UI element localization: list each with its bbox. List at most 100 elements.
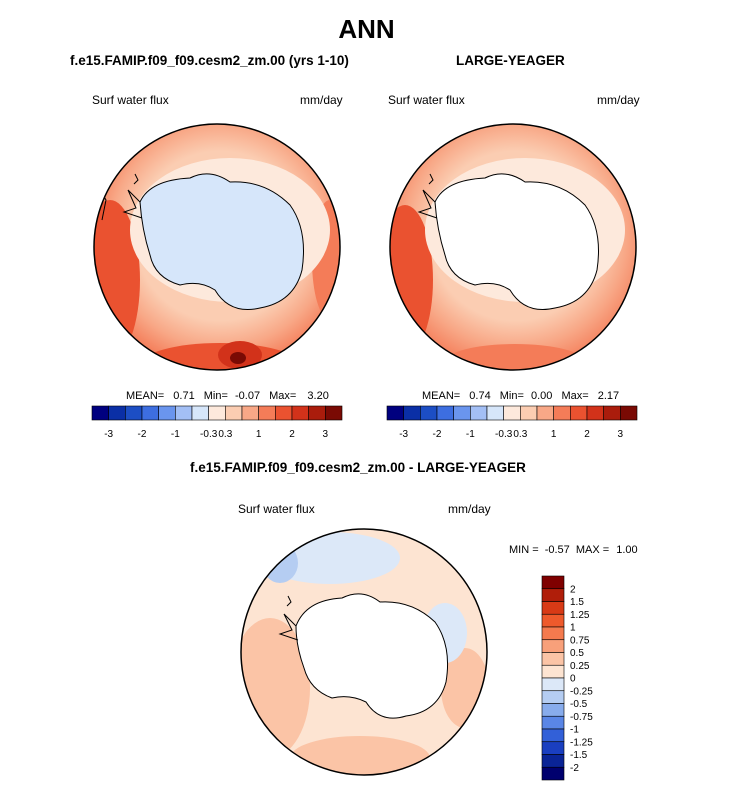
panel3-colorbar-tick-label: 1.5 — [570, 597, 584, 608]
panel3-map-border — [240, 528, 488, 776]
panel2-colorbar-tick-label: 2 — [584, 429, 590, 440]
panel1-colorbar-box — [91, 405, 109, 421]
panel3-colorbar-box — [541, 715, 565, 730]
panel2-colorbar-box — [420, 405, 438, 421]
panel1-colorbar-box — [275, 405, 293, 421]
panel3-colorbar-tick-label: 0.5 — [570, 648, 584, 659]
panel3-colorbar-tick-label: 0 — [570, 674, 576, 685]
panel1-min-label: Min= — [203, 390, 228, 402]
panel1-colorbar-tick-label: -2 — [138, 429, 147, 440]
panel2-variable-label: Surf water flux — [388, 93, 465, 107]
panel1-colorbar-box — [191, 405, 209, 421]
panel2-case-title: LARGE-YEAGER — [456, 53, 565, 68]
panel2-colorbar-box — [470, 405, 488, 421]
panel3-colorbar-box — [541, 652, 565, 666]
panel2-colorbar-box — [503, 405, 521, 421]
panel1-map — [93, 123, 341, 371]
panel2-max-label: Max= — [561, 390, 589, 402]
panel3-colorbar-box — [541, 677, 565, 692]
panel3-colorbar-tick-label: -0.25 — [570, 686, 593, 697]
panel3-colorbar-box — [541, 703, 565, 717]
panel2-colorbar-box — [436, 405, 454, 421]
panel3-min-value: -0.57 — [544, 544, 570, 556]
panel3-colorbar-box — [541, 741, 565, 755]
panel2-colorbar-box — [586, 405, 604, 421]
page-title: ANN — [338, 14, 395, 44]
panel3-map — [240, 528, 488, 776]
panel2-high-region-south — [445, 344, 585, 370]
panel3-colorbar-tick-label: 0.25 — [570, 661, 590, 672]
panel2-colorbar-box — [620, 405, 638, 421]
panel1-colorbar-box — [325, 405, 343, 421]
panel1-colorbar: -3 -2 -1 -0.3 0.3 1 2 3 — [91, 405, 343, 440]
panel2-colorbar-box — [520, 405, 538, 421]
panel1-mean-label: MEAN= — [126, 390, 165, 402]
panel3-colorbar-tick-label: 1 — [570, 623, 576, 634]
panel3-colorbar-tick-label: -2 — [570, 763, 579, 774]
panel3-colorbar-tick-label: -0.5 — [570, 699, 588, 710]
panel2-colorbar-box — [403, 405, 421, 421]
panel1-case-title: f.e15.FAMIP.f09_f09.cesm2_zm.00 (yrs 1-1… — [70, 53, 349, 68]
panel3-min-label: MIN = — [509, 544, 539, 556]
panel1-colorbar-box — [125, 405, 143, 421]
panel1-peninsula — [122, 189, 143, 219]
panel2-colorbar-box — [536, 405, 554, 421]
panel3-colorbar-tick-label: -1 — [570, 725, 579, 736]
panel1-max-core — [230, 352, 246, 364]
panel1-antarctica — [139, 173, 304, 310]
panel1-min-value: -0.07 — [234, 390, 261, 402]
panel1-variable-label: Surf water flux — [92, 93, 169, 107]
panel1-colorbar-box — [225, 405, 243, 421]
panel3-colorbar-box — [541, 588, 565, 602]
panel2-colorbar: -3 -2 -1 -0.3 0.3 1 2 3 — [386, 405, 638, 440]
panel3-colorbar-tick-label: 1.25 — [570, 610, 590, 621]
panel2-mean-value: 0.74 — [469, 390, 491, 402]
panel1-colorbar-box — [175, 405, 193, 421]
panel2-map-border — [389, 123, 637, 371]
panel3-units-label: mm/day — [448, 502, 491, 516]
panel3-colorbar-tick-label: -0.75 — [570, 712, 593, 723]
panel1-colorbar-tick-label: 0.3 — [218, 429, 232, 440]
panel2-max-value: 2.17 — [597, 390, 620, 402]
panel3-colorbar-tick-label: 2 — [570, 584, 576, 595]
panel1-colorbar-box — [158, 405, 176, 421]
panel1-stats: MEAN= 0.71 Min= -0.07 Max= 3.20 — [126, 390, 329, 402]
panel1-mean-value: 0.71 — [173, 390, 195, 402]
panel2-colorbar-tick-label: 3 — [618, 429, 624, 440]
panel1-colorbar-tick-label: -3 — [104, 429, 113, 440]
panel3-colorbar-tick-label: 0.75 — [570, 635, 590, 646]
panel3-colorbar-tick-label: -1.5 — [570, 750, 588, 761]
panel3-peninsula — [278, 613, 299, 641]
panel3-colorbar-box — [541, 601, 565, 615]
panel2-coastline-tip — [428, 173, 434, 185]
panel3-colorbar-box — [541, 575, 565, 590]
panel1-colorbar-box — [108, 405, 126, 421]
panel1-colorbar-tick-label: 1 — [256, 429, 262, 440]
panel2-units-label: mm/day — [597, 93, 640, 107]
panel2-colorbar-tick-label: -1 — [466, 429, 475, 440]
panel3-max-value: 1.00 — [616, 544, 638, 556]
panel1-colorbar-tick-label: 3 — [323, 429, 329, 440]
panel1-colorbar-tick-label: 2 — [289, 429, 295, 440]
panel3-colorbar-box — [541, 664, 565, 679]
panel3-colorbar-tick-label: -1.25 — [570, 737, 593, 748]
panel1-colorbar-box — [141, 405, 159, 421]
panel1-colorbar-tick-label: -1 — [171, 429, 180, 440]
panel2-colorbar-box — [570, 405, 588, 421]
panel3-colorbar-box — [541, 690, 565, 704]
panel2-colorbar-tick-label: -3 — [399, 429, 408, 440]
panel2-antarctica — [434, 173, 599, 310]
panel3-colorbar-box — [541, 754, 565, 768]
panel3-max-label: MAX = — [575, 544, 610, 556]
panel2-colorbar-box — [453, 405, 471, 421]
panel2-mean-label: MEAN= — [422, 390, 461, 402]
panel3-case-title: f.e15.FAMIP.f09_f09.cesm2_zm.00 - LARGE-… — [190, 460, 526, 475]
panel2-colorbar-tick-label: 0.3 — [513, 429, 527, 440]
panel1-units-label: mm/day — [300, 93, 343, 107]
panel1-max-label: Max= — [269, 390, 297, 402]
panel1-colorbar-box — [308, 405, 326, 421]
panel2-colorbar-tick-label: -0.3 — [495, 429, 513, 440]
panel3-colorbar: 21.51.2510.750.50.250-0.25-0.5-0.75-1-1.… — [541, 575, 593, 781]
panel3-colorbar-box — [541, 766, 565, 781]
panel2-colorbar-box — [603, 405, 621, 421]
